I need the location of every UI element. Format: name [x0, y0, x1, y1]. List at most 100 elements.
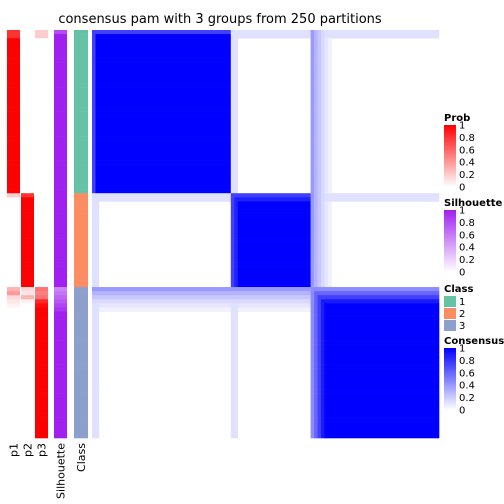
consensus-cell	[92, 172, 96, 178]
consensus-cell	[321, 221, 325, 227]
silhouette-cell	[54, 307, 67, 312]
silhouette-cell	[54, 127, 67, 133]
consensus-cell	[321, 185, 325, 190]
consensus-cell	[95, 78, 232, 84]
class-cell	[74, 258, 88, 263]
consensus-cell	[310, 315, 315, 320]
consensus-cell	[314, 205, 318, 210]
consensus-cell	[314, 266, 318, 272]
consensus-cell	[237, 242, 311, 247]
silhouette-cell	[54, 168, 67, 174]
class-cell	[74, 409, 88, 414]
consensus-cell	[321, 30, 325, 35]
consensus-cell	[324, 413, 440, 418]
consensus-cell	[324, 50, 329, 55]
prob-cell	[35, 127, 48, 133]
consensus-cell	[95, 180, 232, 186]
silhouette-cell	[54, 282, 67, 288]
consensus-cell	[324, 30, 440, 35]
consensus-cell	[92, 336, 100, 341]
consensus-cell	[317, 91, 322, 96]
prob-cell	[21, 295, 34, 300]
consensus-cell	[327, 152, 332, 157]
class-cell	[74, 295, 88, 300]
consensus-cell	[314, 393, 318, 398]
consensus-cell	[92, 409, 100, 414]
class-cell	[74, 78, 88, 84]
consensus-cell	[314, 405, 318, 410]
consensus-cell	[230, 144, 239, 149]
consensus-cell	[321, 433, 325, 439]
prob-cell	[35, 234, 48, 239]
consensus-cell	[95, 140, 232, 145]
consensus-cell	[317, 270, 322, 276]
prob-cell	[35, 164, 48, 170]
consensus-cell	[310, 352, 315, 357]
consensus-cell	[321, 372, 325, 378]
consensus-cell	[95, 189, 232, 194]
prob-cell	[35, 193, 48, 198]
consensus-cell	[95, 160, 232, 165]
consensus-cell	[321, 425, 325, 431]
prob-cell	[7, 58, 20, 63]
silhouette-cell	[54, 197, 67, 202]
consensus-cell	[234, 225, 239, 231]
consensus-cell	[324, 274, 329, 280]
consensus-cell	[230, 405, 239, 410]
prob-cell	[21, 62, 34, 68]
prob-cell	[7, 99, 20, 104]
prob-cell	[7, 132, 20, 137]
class-cell	[74, 311, 88, 316]
consensus-cell	[321, 246, 325, 251]
consensus-cell	[92, 221, 100, 227]
consensus-cell	[324, 42, 329, 47]
consensus-cell	[310, 380, 315, 386]
consensus-cell	[310, 205, 315, 210]
legend-tick-label: 0.4	[459, 381, 475, 392]
consensus-cell	[321, 327, 325, 333]
prob-cell	[21, 30, 34, 35]
prob-cell	[7, 66, 20, 72]
legend-title: Consensus	[444, 336, 504, 347]
consensus-cell	[317, 393, 322, 398]
consensus-cell	[310, 401, 315, 406]
prob-cell	[35, 144, 48, 149]
consensus-cell	[234, 250, 239, 255]
consensus-cell	[321, 303, 325, 308]
consensus-cell	[95, 74, 232, 80]
consensus-cell	[237, 201, 311, 206]
consensus-cell	[92, 356, 100, 361]
prob-cell	[7, 291, 20, 296]
consensus-cell	[314, 54, 318, 59]
consensus-cell	[327, 205, 332, 210]
consensus-cell	[321, 78, 325, 84]
consensus-cell	[317, 217, 322, 223]
consensus-cell	[95, 136, 232, 141]
consensus-cell	[327, 270, 332, 276]
prob-cell	[35, 291, 48, 296]
consensus-cell	[92, 46, 96, 51]
consensus-cell	[92, 254, 100, 259]
prob-cell	[35, 95, 48, 100]
prob-cell	[7, 217, 20, 223]
silhouette-cell	[54, 83, 67, 88]
consensus-cell	[324, 123, 329, 129]
consensus-cell	[237, 303, 311, 308]
consensus-cell	[324, 91, 329, 96]
prob-cell	[7, 274, 20, 280]
consensus-cell	[310, 164, 315, 170]
prob-cell	[35, 156, 48, 161]
consensus-cell	[317, 327, 322, 333]
class-cell	[74, 189, 88, 194]
consensus-cell	[310, 213, 315, 218]
consensus-cell	[314, 164, 318, 170]
consensus-cell	[92, 401, 100, 406]
consensus-cell	[230, 344, 239, 349]
prob-cell	[35, 295, 48, 300]
prob-cell	[21, 201, 34, 206]
legend-title: Silhouette	[444, 198, 503, 209]
consensus-cell	[310, 87, 315, 92]
consensus-cell	[317, 303, 322, 308]
consensus-cell	[321, 193, 325, 198]
consensus-cell	[230, 401, 239, 406]
